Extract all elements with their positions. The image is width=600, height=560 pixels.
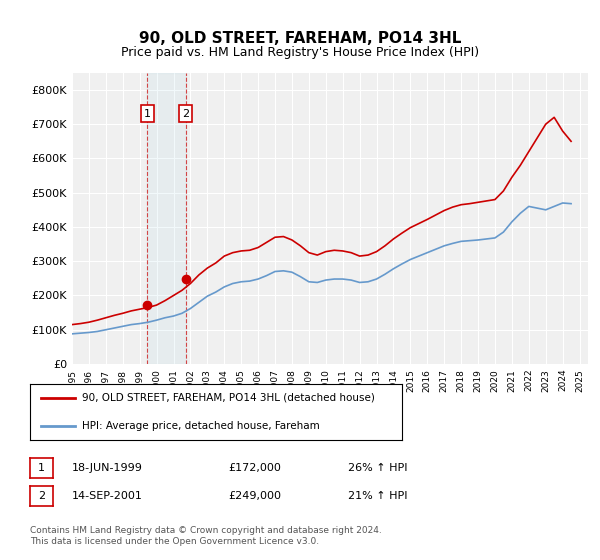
Text: 18-JUN-1999: 18-JUN-1999 [72, 463, 143, 473]
Text: 90, OLD STREET, FAREHAM, PO14 3HL: 90, OLD STREET, FAREHAM, PO14 3HL [139, 31, 461, 46]
Text: £172,000: £172,000 [228, 463, 281, 473]
Bar [148, 73, 185, 364]
Text: 21% ↑ HPI: 21% ↑ HPI [348, 491, 407, 501]
Text: 90, OLD STREET, FAREHAM, PO14 3HL (detached house): 90, OLD STREET, FAREHAM, PO14 3HL (detac… [82, 393, 375, 403]
Text: Contains HM Land Registry data © Crown copyright and database right 2024.
This d: Contains HM Land Registry data © Crown c… [30, 526, 382, 546]
Text: 2: 2 [38, 491, 45, 501]
Text: Price paid vs. HM Land Registry's House Price Index (HPI): Price paid vs. HM Land Registry's House … [121, 46, 479, 59]
Text: 14-SEP-2001: 14-SEP-2001 [72, 491, 143, 501]
Text: HPI: Average price, detached house, Fareham: HPI: Average price, detached house, Fare… [82, 421, 320, 431]
Text: £249,000: £249,000 [228, 491, 281, 501]
Text: 2: 2 [182, 109, 189, 119]
Text: 1: 1 [144, 109, 151, 119]
Text: 26% ↑ HPI: 26% ↑ HPI [348, 463, 407, 473]
Text: 1: 1 [38, 463, 45, 473]
